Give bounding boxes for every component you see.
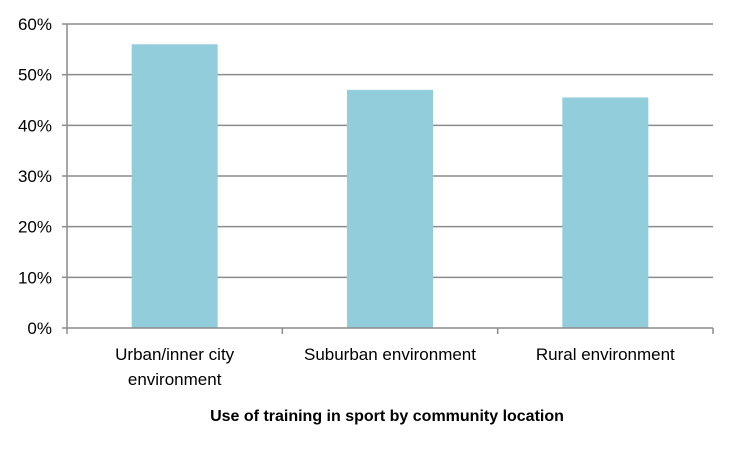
axes	[62, 23, 714, 334]
bar	[562, 97, 649, 328]
y-tick-label: 10%	[18, 268, 52, 287]
x-category-label: Urban/inner city environment	[115, 345, 235, 389]
x-axis-title: Use of training in sport by community lo…	[210, 408, 564, 425]
bar	[131, 44, 218, 329]
y-tick-label: 60%	[18, 15, 52, 34]
y-tick-label: 50%	[18, 66, 52, 85]
y-tick-label: 0%	[27, 319, 52, 338]
y-tick-label: 20%	[18, 218, 52, 237]
x-category-label: Suburban environment	[304, 345, 476, 364]
x-category-label: Rural environment	[536, 345, 675, 364]
x-category-labels: Urban/inner city environment Suburban envi…	[115, 345, 675, 389]
bars	[131, 44, 649, 329]
y-tick-labels: 0% 10% 20% 30% 40% 50% 60%	[18, 15, 52, 338]
y-tick-label: 30%	[18, 167, 52, 186]
bar	[347, 89, 433, 328]
y-tick-label: 40%	[18, 116, 52, 135]
